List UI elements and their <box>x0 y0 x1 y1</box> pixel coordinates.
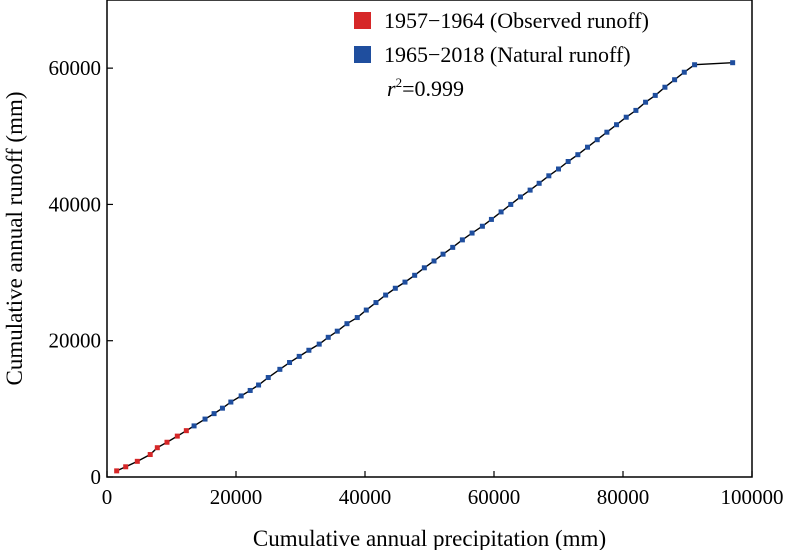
data-point <box>363 307 369 313</box>
data-point <box>316 341 322 347</box>
data-point <box>623 114 629 120</box>
data-point <box>479 223 485 229</box>
data-point <box>412 272 418 278</box>
data-point <box>256 382 262 388</box>
data-point <box>373 300 379 306</box>
x-tick-label: 100000 <box>721 485 784 509</box>
r-squared-annotation: r2=0.999 <box>387 75 464 101</box>
data-point <box>633 107 639 113</box>
data-point <box>652 92 658 98</box>
legend-label-natural: 1965−2018 (Natural runoff) <box>384 42 631 67</box>
y-tick-label: 20000 <box>49 329 102 353</box>
data-point <box>450 244 456 250</box>
data-point <box>238 393 244 399</box>
legend: 1957−1964 (Observed runoff) 1965−2018 (N… <box>354 8 649 101</box>
data-point <box>643 99 649 105</box>
y-tick-label: 0 <box>91 465 102 489</box>
data-point <box>459 237 465 243</box>
data-point <box>546 173 552 179</box>
data-point <box>183 428 189 434</box>
x-axis: 0 20000 40000 60000 80000 100000 <box>102 471 784 509</box>
data-point <box>565 158 571 164</box>
data-point <box>287 360 293 366</box>
data-point <box>219 405 225 411</box>
data-point <box>692 62 698 68</box>
data-point <box>211 411 217 417</box>
data-point <box>614 122 620 128</box>
data-point <box>325 334 331 340</box>
data-point <box>498 209 504 215</box>
data-point <box>174 433 180 439</box>
data-point <box>392 285 398 291</box>
legend-swatch-observed <box>354 12 371 29</box>
data-point <box>594 137 600 143</box>
data-point <box>306 347 312 353</box>
data-point <box>604 129 610 135</box>
data-point <box>508 201 514 207</box>
data-point <box>123 464 129 470</box>
data-point <box>228 399 234 405</box>
data-point <box>344 321 350 327</box>
y-tick-label: 40000 <box>49 192 102 216</box>
data-point <box>517 194 523 200</box>
y-tick-label: 60000 <box>49 56 102 80</box>
data-point <box>662 84 668 90</box>
data-point <box>191 423 197 429</box>
x-tick-label: 60000 <box>468 485 521 509</box>
data-point <box>556 166 561 172</box>
data-point <box>536 180 542 186</box>
x-tick-label: 80000 <box>597 485 650 509</box>
data-point <box>681 69 687 75</box>
plot-frame <box>106 0 753 478</box>
legend-swatch-natural <box>354 46 371 63</box>
y-axis: 0 20000 40000 60000 <box>49 56 113 489</box>
x-tick-label: 0 <box>102 485 113 509</box>
data-point <box>202 416 208 422</box>
data-point <box>585 144 591 150</box>
y-axis-label: Cumulative annual runoff (mm) <box>2 91 27 385</box>
data-point <box>334 328 340 334</box>
data-point <box>277 366 283 372</box>
data-point <box>265 375 271 381</box>
data-point <box>296 353 302 359</box>
data-point <box>575 152 581 158</box>
data-points <box>114 60 736 474</box>
data-point <box>730 60 736 66</box>
legend-label-observed: 1957−1964 (Observed runoff) <box>384 8 649 33</box>
data-point <box>469 230 475 236</box>
data-point <box>527 187 533 193</box>
x-tick-label: 20000 <box>210 485 263 509</box>
data-point <box>354 315 360 321</box>
data-point <box>488 216 494 222</box>
data-point <box>247 387 253 393</box>
data-point <box>134 458 140 464</box>
data-point <box>154 445 160 451</box>
x-tick-label: 40000 <box>339 485 392 509</box>
data-point <box>672 77 678 83</box>
data-point <box>440 251 446 257</box>
data-point <box>164 439 170 445</box>
data-point <box>402 279 408 285</box>
data-point <box>431 258 437 264</box>
data-point <box>147 452 153 458</box>
data-point <box>421 265 427 271</box>
data-point <box>114 468 120 474</box>
data-point <box>383 292 389 298</box>
x-axis-label: Cumulative annual precipitation (mm) <box>253 526 606 550</box>
